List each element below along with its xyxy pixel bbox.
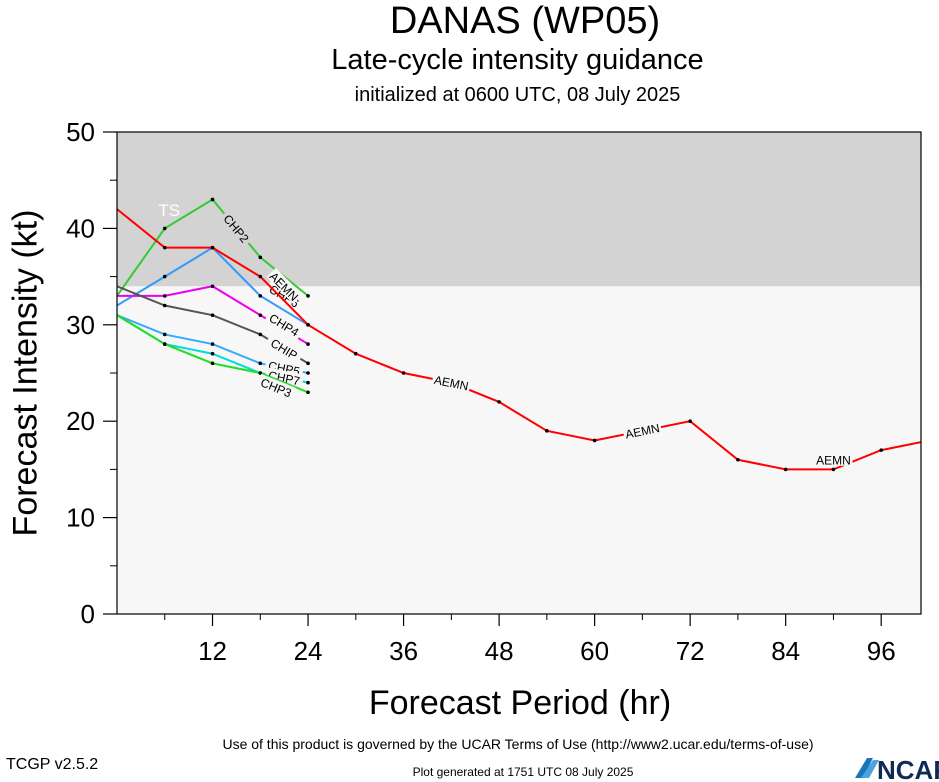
data-point-chp4 bbox=[162, 294, 167, 298]
data-point-aemn bbox=[401, 371, 406, 375]
y-tick-label: 10 bbox=[66, 503, 95, 533]
series-label-background bbox=[264, 308, 305, 340]
x-axis-label: Forecast Period (hr) bbox=[368, 684, 672, 722]
data-point-aemn bbox=[162, 245, 167, 250]
y-tick-label: 0 bbox=[81, 599, 95, 629]
series-label-background bbox=[814, 452, 853, 466]
data-point-aemn bbox=[736, 457, 740, 462]
series-label-text: AEMN bbox=[624, 421, 661, 442]
y-axis-label: Forecast Intensity (kt) bbox=[6, 209, 45, 537]
data-point-aemn bbox=[545, 429, 549, 433]
data-point-aemn bbox=[783, 467, 788, 472]
data-point-chp7 bbox=[210, 351, 215, 356]
y-tick-label: 50 bbox=[66, 117, 95, 147]
band-label: TS bbox=[158, 201, 180, 220]
data-point-chip bbox=[162, 303, 167, 308]
intensity-band-1 bbox=[117, 132, 921, 287]
data-point-aemn bbox=[688, 419, 692, 424]
data-point-chp5 bbox=[258, 361, 263, 366]
version-label: TCGP v2.5.2 bbox=[6, 756, 99, 773]
series-label-background bbox=[264, 280, 305, 311]
data-point-chp5 bbox=[162, 332, 167, 337]
data-point-chp3 bbox=[210, 361, 215, 366]
y-tick-label: 20 bbox=[66, 406, 95, 436]
data-point-chp6 bbox=[162, 274, 167, 279]
data-point-chp2 bbox=[306, 294, 310, 298]
intensity-band-0 bbox=[117, 286, 921, 614]
data-point-aemn bbox=[497, 400, 501, 404]
plot-generated-time: Plot generated at 1751 UTC 08 July 2025 bbox=[412, 765, 634, 779]
x-tick-label: 60 bbox=[580, 636, 609, 666]
x-tick-label: 72 bbox=[676, 636, 705, 666]
ncar-logo: NCAR bbox=[855, 755, 939, 782]
series-label-background bbox=[264, 333, 305, 364]
series-label-background bbox=[431, 372, 472, 393]
data-point-chp2 bbox=[210, 197, 215, 202]
data-point-chp3 bbox=[258, 371, 263, 375]
series-label-aemn: AEMN bbox=[431, 372, 472, 394]
chart-title: DANAS (WP05) bbox=[389, 0, 661, 42]
series-label-aemn: AEMN bbox=[814, 452, 853, 467]
data-point-aemn bbox=[210, 245, 215, 250]
y-tick-label: 30 bbox=[66, 310, 95, 340]
x-tick-label: 24 bbox=[294, 636, 323, 666]
data-point-chp6 bbox=[258, 294, 263, 298]
series-label-background bbox=[622, 420, 663, 441]
x-tick-label: 48 bbox=[485, 636, 514, 666]
x-tick-label: 36 bbox=[389, 636, 418, 666]
series-label-background bbox=[256, 373, 297, 401]
data-point-chp7 bbox=[306, 380, 310, 385]
data-point-chip bbox=[258, 332, 263, 337]
series-label-text: AEMN bbox=[816, 453, 851, 467]
data-point-aemn bbox=[592, 438, 597, 443]
data-point-aemn bbox=[306, 323, 310, 327]
series-label-background bbox=[266, 267, 303, 304]
data-point-aemn bbox=[831, 467, 836, 472]
x-tick-label: 84 bbox=[771, 636, 800, 666]
x-tick-label: 12 bbox=[198, 636, 227, 666]
terms-of-use-notice: Use of this product is governed by the U… bbox=[222, 736, 814, 752]
series-label-aemn: AEMN bbox=[622, 420, 663, 442]
data-point-chp3 bbox=[162, 342, 167, 346]
series-label-background bbox=[264, 367, 305, 388]
series-label-text: AEMN bbox=[433, 373, 470, 394]
data-point-chp4 bbox=[306, 342, 310, 346]
data-point-chp4 bbox=[258, 313, 263, 317]
data-point-chp3 bbox=[306, 390, 310, 395]
series-line-aemn bbox=[117, 208, 921, 471]
data-point-aemn bbox=[258, 274, 263, 279]
series-label-background bbox=[219, 209, 254, 247]
data-point-chp2 bbox=[162, 226, 167, 231]
data-point-chp2 bbox=[258, 255, 263, 260]
initialization-time: initialized at 0600 UTC, 08 July 2025 bbox=[354, 84, 681, 106]
data-point-aemn bbox=[879, 448, 883, 452]
data-point-chp5 bbox=[210, 342, 215, 346]
svg-text:NCAR: NCAR bbox=[877, 755, 939, 782]
x-tick-label: 96 bbox=[867, 636, 896, 666]
y-tick-label: 40 bbox=[66, 213, 95, 243]
data-point-chp5 bbox=[306, 371, 310, 375]
data-point-aemn bbox=[354, 351, 358, 356]
data-point-chip bbox=[210, 313, 215, 317]
chart-subtitle: Late-cycle intensity guidance bbox=[331, 44, 704, 76]
data-point-chip bbox=[306, 361, 310, 366]
data-point-chp4 bbox=[210, 284, 215, 289]
